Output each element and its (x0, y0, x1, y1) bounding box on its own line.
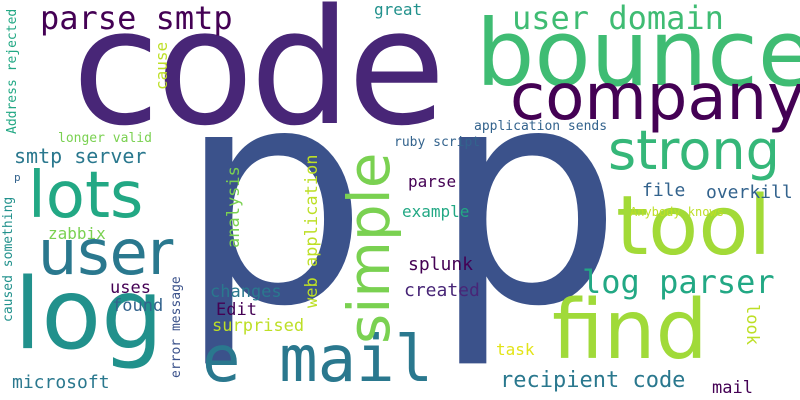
word-surprised: surprised (212, 316, 305, 336)
word-mail: mail (712, 378, 753, 398)
word-edit: Edit (216, 300, 257, 320)
word-found: found (112, 296, 164, 316)
word-log-parser: log parser (582, 263, 775, 301)
word-p-second: p (432, 23, 623, 372)
word-cause: cause (152, 41, 171, 90)
word-address-rejected: Address rejected (5, 8, 20, 134)
word-created: created (404, 280, 480, 301)
word-user-domain: user domain (512, 0, 724, 37)
word-tool: tool (616, 179, 772, 274)
word-parse: parse (408, 172, 457, 191)
word-file: file (642, 180, 686, 201)
word-great: great (374, 0, 423, 19)
word-strong: strong (608, 119, 780, 182)
word-splunk: splunk (408, 254, 474, 275)
word-overkill: overkill (706, 182, 793, 203)
word-bounce: bounce (476, 0, 800, 107)
word-lots: lots (28, 159, 144, 233)
word-application-sends: application sends (474, 119, 608, 134)
word-e-mail: e mail (202, 323, 434, 397)
word-caused-something: caused something (1, 196, 16, 322)
word-task: task (496, 340, 535, 359)
word-longer-valid: longer valid (58, 131, 152, 146)
word-ruby-script: ruby script (394, 135, 481, 150)
word-example: example (402, 202, 470, 221)
word-smtp-server: smtp server (14, 144, 147, 168)
word-company: company (510, 61, 800, 135)
word-p-small: p (14, 171, 21, 184)
word-parse-smtp: parse smtp (40, 0, 233, 37)
word-microsoft: microsoft (12, 372, 110, 393)
word-find: find (552, 283, 708, 378)
word-changes: changes (210, 282, 282, 302)
word-p: p (178, 23, 369, 372)
word-error-message: error message (169, 276, 184, 378)
word-uses: uses (110, 278, 151, 298)
word-log: log (14, 258, 164, 372)
word-simple: simple (335, 152, 403, 344)
word-analysis: analysis (224, 166, 244, 248)
word-web-application: web application (302, 154, 322, 308)
word-anybody-knows: Anybody knows (630, 205, 724, 219)
word-recipient-code: recipient code (500, 368, 686, 393)
word-look: look (742, 304, 762, 345)
word-code: code (72, 0, 446, 161)
word-zabbix: zabbix (48, 224, 106, 243)
word-user: user (38, 216, 174, 289)
